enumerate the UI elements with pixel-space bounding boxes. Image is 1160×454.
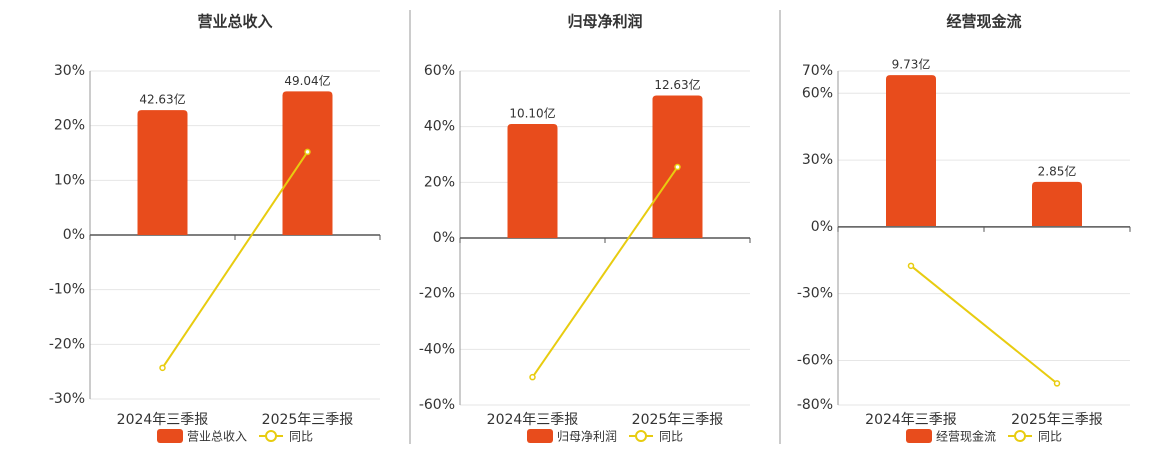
legend-label: 营业总收入 — [187, 430, 247, 444]
chart-title: 营业总收入 — [197, 13, 272, 31]
y-tick-label: 0% — [811, 219, 833, 235]
legend-label: 经营现金流 — [936, 429, 996, 444]
legend-marker — [265, 430, 278, 442]
y-tick-label: 60% — [424, 63, 455, 79]
line-point — [304, 148, 311, 156]
y-tick-label: 70% — [802, 63, 833, 79]
bar — [507, 124, 558, 238]
y-tick-label: 60% — [802, 85, 833, 101]
value-label: 42.63亿 — [139, 92, 185, 107]
legend-label: 归母净利润 — [557, 430, 617, 444]
bar — [282, 91, 333, 235]
y-tick-label: -40% — [419, 341, 455, 357]
y-tick-label: -30% — [49, 391, 85, 407]
y-tick-label: 0% — [433, 230, 455, 246]
legend-marker — [1014, 430, 1027, 442]
chart-title: 经营现金流 — [946, 13, 1021, 31]
line — [531, 166, 679, 378]
y-tick-label: -10% — [49, 282, 85, 298]
value-label: 12.63亿 — [654, 77, 700, 92]
y-tick-label: 20% — [54, 118, 85, 134]
legend-label: 同比 — [289, 430, 313, 444]
x-tick-label: 2024年三季报 — [487, 412, 579, 428]
y-tick-label: 40% — [424, 119, 455, 135]
value-label: 9.73亿 — [892, 57, 931, 72]
legend-swatch — [906, 429, 932, 443]
line — [910, 265, 1058, 385]
y-tick-label: 30% — [54, 63, 85, 79]
legend-label: 同比 — [1038, 430, 1062, 444]
legend-swatch — [527, 429, 553, 443]
y-tick-label: -30% — [797, 286, 833, 302]
chart-title: 归母净利润 — [567, 13, 642, 31]
value-label: 10.10亿 — [509, 106, 555, 121]
value-label: 49.04亿 — [284, 73, 330, 88]
x-tick-label: 2025年三季报 — [262, 412, 354, 428]
line-point — [674, 163, 681, 171]
legend-swatch — [157, 429, 183, 443]
y-tick-label: 0% — [63, 227, 85, 243]
bar — [1032, 181, 1082, 226]
legend-label: 同比 — [659, 430, 683, 444]
line — [161, 151, 309, 369]
line-point — [1053, 380, 1061, 387]
y-tick-label: -20% — [419, 286, 455, 302]
y-tick-label: -60% — [797, 352, 833, 368]
y-tick-label: -20% — [49, 336, 85, 352]
y-tick-label: -80% — [797, 397, 833, 413]
y-tick-label: 20% — [424, 174, 455, 190]
x-tick-label: 2024年三季报 — [117, 412, 209, 428]
legend-marker — [635, 430, 648, 442]
bar — [886, 75, 936, 226]
y-tick-label: 30% — [802, 152, 833, 168]
line-point — [907, 262, 915, 270]
x-tick-label: 2024年三季报 — [865, 412, 957, 428]
x-tick-label: 2025年三季报 — [632, 412, 724, 428]
line-point — [159, 364, 166, 372]
bar — [137, 110, 188, 235]
value-label: 2.85亿 — [1038, 163, 1077, 178]
y-tick-label: 10% — [54, 172, 85, 188]
y-tick-label: -60% — [419, 397, 455, 413]
x-tick-label: 2025年三季报 — [1011, 412, 1103, 428]
line-point — [529, 373, 536, 381]
